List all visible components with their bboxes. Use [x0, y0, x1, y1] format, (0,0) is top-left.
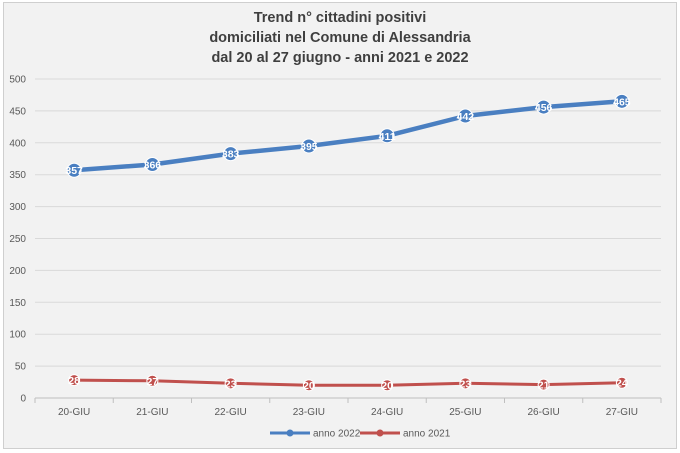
- data-point: [223, 146, 239, 162]
- x-tick-label: 24-GIU: [371, 407, 403, 418]
- data-point: [614, 93, 630, 109]
- data-point: [68, 374, 81, 387]
- data-label: 395: [300, 141, 318, 153]
- x-tick-label: 22-GIU: [215, 407, 247, 418]
- x-tick-label: 25-GIU: [449, 407, 481, 418]
- data-label: 27: [147, 376, 159, 388]
- legend-marker: [376, 429, 384, 437]
- x-tick-label: 27-GIU: [606, 407, 638, 418]
- chart-title-line-1: Trend n° cittadini positivi: [253, 10, 427, 26]
- series-line: [72, 378, 624, 387]
- x-tick-label: 23-GIU: [293, 407, 325, 418]
- x-tick-label: 20-GIU: [58, 407, 90, 418]
- y-tick-label: 300: [9, 202, 26, 213]
- data-label: 21: [538, 380, 550, 392]
- data-label: 20: [381, 380, 393, 392]
- y-tick-label: 450: [9, 106, 26, 117]
- chart-area: [3, 2, 677, 449]
- data-point: [615, 376, 628, 389]
- data-label: 411: [379, 131, 396, 143]
- chart-title-line-3: dal 20 al 27 giugno - anni 2021 e 2022: [211, 50, 469, 66]
- y-tick-label: 200: [9, 266, 26, 277]
- data-point: [457, 108, 473, 124]
- data-point: [381, 379, 394, 392]
- y-tick-label: 50: [15, 362, 27, 373]
- series-line: [71, 99, 625, 173]
- y-tick-label: 400: [9, 138, 26, 149]
- data-label: 23: [225, 378, 237, 390]
- data-point: [536, 99, 552, 115]
- legend-marker: [286, 429, 294, 437]
- data-label: 24: [616, 378, 628, 390]
- data-label: 357: [65, 165, 83, 177]
- data-label: 366: [144, 159, 162, 171]
- legend-label: anno 2021: [403, 429, 451, 440]
- data-point: [379, 128, 395, 144]
- x-tick-label: 21-GIU: [136, 407, 168, 418]
- chart-title-line-2: domiciliati nel Comune di Alessandria: [209, 30, 471, 46]
- y-tick-label: 0: [20, 394, 26, 405]
- data-label: 465: [613, 96, 631, 108]
- data-point: [302, 379, 315, 392]
- data-point: [459, 377, 472, 390]
- data-point: [301, 138, 317, 154]
- data-point: [146, 374, 159, 387]
- data-label: 23: [460, 378, 472, 390]
- data-label: 20: [303, 380, 315, 392]
- legend-label: anno 2022: [313, 429, 361, 440]
- data-point: [66, 162, 82, 178]
- data-point: [224, 377, 237, 390]
- y-tick-label: 150: [9, 298, 26, 309]
- y-tick-label: 100: [9, 330, 26, 341]
- y-tick-label: 350: [9, 170, 26, 181]
- data-label: 442: [457, 111, 475, 123]
- data-point: [537, 378, 550, 391]
- data-point: [144, 156, 160, 172]
- y-tick-label: 500: [9, 75, 26, 86]
- x-tick-label: 26-GIU: [528, 407, 560, 418]
- data-label: 383: [222, 149, 240, 161]
- y-tick-label: 250: [9, 234, 26, 245]
- data-label: 28: [68, 375, 80, 387]
- data-label: 456: [535, 102, 553, 114]
